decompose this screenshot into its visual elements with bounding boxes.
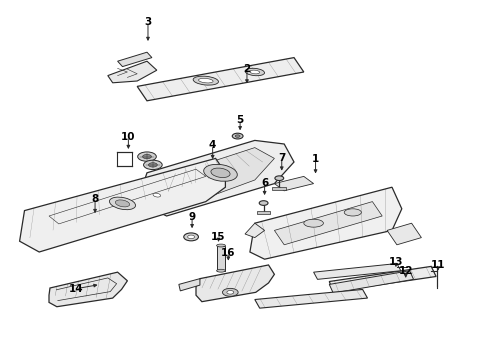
Polygon shape xyxy=(329,271,414,293)
Text: 2: 2 xyxy=(244,64,250,74)
Polygon shape xyxy=(118,52,152,67)
Ellipse shape xyxy=(250,70,260,74)
Text: 9: 9 xyxy=(189,212,196,222)
Polygon shape xyxy=(196,265,274,302)
Polygon shape xyxy=(329,266,436,292)
Polygon shape xyxy=(245,223,265,238)
Ellipse shape xyxy=(217,244,225,247)
Ellipse shape xyxy=(144,160,162,170)
Text: 15: 15 xyxy=(211,232,226,242)
Ellipse shape xyxy=(235,135,240,137)
Text: 7: 7 xyxy=(278,153,286,163)
Ellipse shape xyxy=(109,197,136,210)
Bar xyxy=(257,211,270,214)
Polygon shape xyxy=(314,264,401,279)
Ellipse shape xyxy=(259,201,268,205)
Polygon shape xyxy=(20,158,225,252)
Ellipse shape xyxy=(227,291,234,294)
Text: 14: 14 xyxy=(69,284,83,294)
Ellipse shape xyxy=(184,233,198,241)
Text: 5: 5 xyxy=(237,114,244,125)
Polygon shape xyxy=(137,140,294,216)
Text: 4: 4 xyxy=(209,140,217,150)
Ellipse shape xyxy=(304,219,323,227)
Ellipse shape xyxy=(153,193,161,197)
Polygon shape xyxy=(255,289,368,308)
Ellipse shape xyxy=(138,152,156,161)
Ellipse shape xyxy=(344,209,361,216)
Ellipse shape xyxy=(211,168,230,177)
Ellipse shape xyxy=(222,288,238,296)
Text: 1: 1 xyxy=(312,154,319,164)
Polygon shape xyxy=(387,223,421,245)
Ellipse shape xyxy=(143,154,151,159)
Polygon shape xyxy=(157,148,274,209)
Bar xyxy=(217,246,225,271)
Polygon shape xyxy=(179,279,200,291)
Text: 6: 6 xyxy=(261,178,268,188)
Text: 16: 16 xyxy=(221,248,236,258)
Ellipse shape xyxy=(188,235,195,239)
Polygon shape xyxy=(108,61,157,83)
Ellipse shape xyxy=(198,78,213,83)
Ellipse shape xyxy=(232,133,243,139)
Text: 12: 12 xyxy=(398,266,413,276)
Text: 8: 8 xyxy=(92,194,98,204)
Bar xyxy=(272,187,286,190)
Polygon shape xyxy=(250,187,402,259)
Text: 11: 11 xyxy=(431,260,445,270)
Ellipse shape xyxy=(275,176,284,180)
Ellipse shape xyxy=(115,200,130,207)
Text: 3: 3 xyxy=(145,17,151,27)
Text: 10: 10 xyxy=(121,132,136,142)
Ellipse shape xyxy=(148,163,157,167)
Polygon shape xyxy=(137,58,304,101)
Polygon shape xyxy=(274,202,382,245)
Text: 13: 13 xyxy=(389,257,403,267)
Ellipse shape xyxy=(245,68,265,76)
Ellipse shape xyxy=(193,76,219,85)
Polygon shape xyxy=(274,176,314,191)
Ellipse shape xyxy=(204,164,237,181)
Ellipse shape xyxy=(217,269,225,272)
Polygon shape xyxy=(49,272,127,307)
